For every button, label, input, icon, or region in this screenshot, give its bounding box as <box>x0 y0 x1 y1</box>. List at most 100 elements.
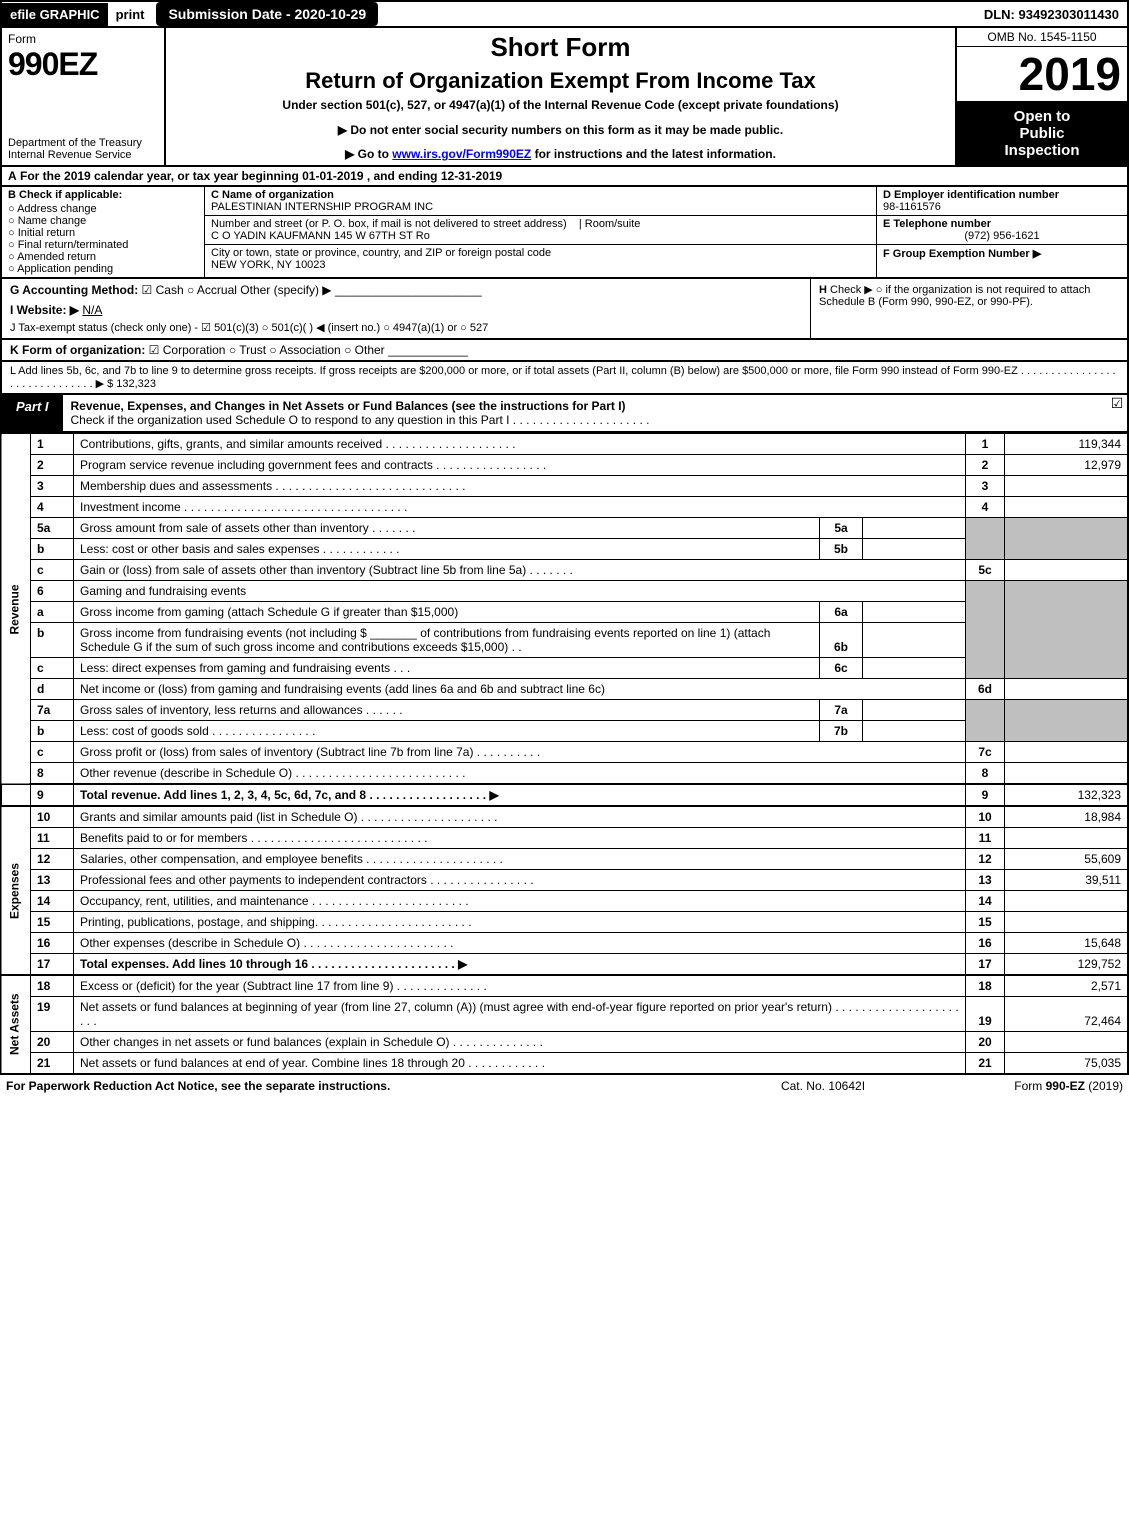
ln14-num: 14 <box>31 891 74 912</box>
ln16-num: 16 <box>31 933 74 954</box>
ln5b-num: b <box>31 539 74 560</box>
ln6c-iamt <box>863 658 966 679</box>
irs-link[interactable]: www.irs.gov/Form990EZ <box>392 147 531 161</box>
dept-irs: Internal Revenue Service <box>8 149 158 161</box>
ln6a-iln: 6a <box>820 602 863 623</box>
ln2-amt: 12,979 <box>1005 455 1129 476</box>
revenue-sidebar: Revenue <box>1 434 31 785</box>
i-line: I Website: ▶ N/A <box>10 303 802 317</box>
part1-checkbox[interactable]: ☑ <box>1107 395 1127 431</box>
title-short-form: Short Form <box>174 32 947 63</box>
ln7a-desc: Gross sales of inventory, less returns a… <box>74 700 820 721</box>
ln21-amt: 75,035 <box>1005 1053 1129 1075</box>
open-line3: Inspection <box>957 142 1127 159</box>
chk-address-change[interactable]: Address change <box>8 203 198 215</box>
ln6a-desc: Gross income from gaming (attach Schedul… <box>74 602 820 623</box>
entity-section: B Check if applicable: Address change Na… <box>0 187 1129 279</box>
ln10-amt: 18,984 <box>1005 806 1129 828</box>
ln18-amt: 2,571 <box>1005 975 1129 997</box>
chk-accrual[interactable]: Accrual <box>187 283 237 297</box>
ln9-ln: 9 <box>966 784 1005 806</box>
period-text: For the 2019 calendar year, or tax year … <box>20 169 502 183</box>
print-label[interactable]: print <box>108 3 153 26</box>
ln5ab-grey-ln <box>966 518 1005 560</box>
ln7c-desc: Gross profit or (loss) from sales of inv… <box>74 742 966 763</box>
header-left: Form 990EZ Department of the Treasury In… <box>2 28 166 165</box>
ln18-ln: 18 <box>966 975 1005 997</box>
ln21-ln: 21 <box>966 1053 1005 1075</box>
ln10-desc: Grants and similar amounts paid (list in… <box>74 806 966 828</box>
ln3-num: 3 <box>31 476 74 497</box>
section-b: B Check if applicable: Address change Na… <box>2 187 205 277</box>
phone-value: (972) 956-1621 <box>883 230 1121 242</box>
ln1-desc: Contributions, gifts, grants, and simila… <box>74 434 966 455</box>
ln5b-iln: 5b <box>820 539 863 560</box>
chk-other[interactable]: Other <box>344 343 385 357</box>
ln13-ln: 13 <box>966 870 1005 891</box>
d-row: D Employer identification number 98-1161… <box>877 187 1127 215</box>
ln5ab-grey-amt <box>1005 518 1129 560</box>
open-to-public: Open to Public Inspection <box>957 102 1127 165</box>
chk-cash[interactable]: Cash <box>142 283 184 297</box>
form-ref: Form 990-EZ (2019) <box>923 1079 1123 1093</box>
ln2-num: 2 <box>31 455 74 476</box>
ln16-ln: 16 <box>966 933 1005 954</box>
ln15-ln: 15 <box>966 912 1005 933</box>
ln1-num: 1 <box>31 434 74 455</box>
ln8-ln: 8 <box>966 763 1005 785</box>
ln7b-iln: 7b <box>820 721 863 742</box>
ln2-ln: 2 <box>966 455 1005 476</box>
open-line2: Public <box>957 125 1127 142</box>
ln6b-iln: 6b <box>820 623 863 658</box>
submission-date: Submission Date - 2020-10-29 <box>156 2 378 26</box>
ln6d-desc: Net income or (loss) from gaming and fun… <box>74 679 966 700</box>
ghij-section: G Accounting Method: Cash Accrual Other … <box>0 279 1129 340</box>
ln11-desc: Benefits paid to or for members . . . . … <box>74 828 966 849</box>
label-a: A <box>8 169 17 183</box>
ln6b-iamt <box>863 623 966 658</box>
part1-subtitle: Check if the organization used Schedule … <box>71 413 650 427</box>
open-line1: Open to <box>957 108 1127 125</box>
g-line: G Accounting Method: Cash Accrual Other … <box>10 283 802 297</box>
ln21-desc: Net assets or fund balances at end of ye… <box>74 1053 966 1075</box>
ln6-grey-amt <box>1005 581 1129 679</box>
org-name: PALESTINIAN INTERNSHIP PROGRAM INC <box>211 201 433 213</box>
ln17-num: 17 <box>31 954 74 976</box>
c-city-row: City or town, state or province, country… <box>205 245 876 273</box>
part1-header: Part I Revenue, Expenses, and Changes in… <box>0 395 1129 433</box>
ln19-desc: Net assets or fund balances at beginning… <box>74 997 966 1032</box>
ln4-amt <box>1005 497 1129 518</box>
goto-prefix: ▶ Go to <box>345 147 392 161</box>
ln12-desc: Salaries, other compensation, and employ… <box>74 849 966 870</box>
section-d-e-f: D Employer identification number 98-1161… <box>876 187 1127 277</box>
c-addr-row: Number and street (or P. O. box, if mail… <box>205 216 876 245</box>
part1-title-wrap: Revenue, Expenses, and Changes in Net As… <box>63 395 1107 431</box>
chk-association[interactable]: Association <box>269 343 340 357</box>
chk-final-return[interactable]: Final return/terminated <box>8 239 198 251</box>
ln20-num: 20 <box>31 1032 74 1053</box>
j-line: J Tax-exempt status (check only one) - ☑… <box>10 321 802 334</box>
chk-initial-return[interactable]: Initial return <box>8 227 198 239</box>
ln7ab-grey-ln <box>966 700 1005 742</box>
ln9-num: 9 <box>31 784 74 806</box>
ln15-amt <box>1005 912 1129 933</box>
g-i-j-left: G Accounting Method: Cash Accrual Other … <box>2 279 810 338</box>
chk-application-pending[interactable]: Application pending <box>8 263 198 275</box>
ln7b-iamt <box>863 721 966 742</box>
f-row: F Group Exemption Number ▶ <box>877 244 1127 262</box>
chk-corporation[interactable]: Corporation <box>149 343 226 357</box>
d-label: D Employer identification number <box>883 189 1059 201</box>
chk-amended-return[interactable]: Amended return <box>8 251 198 263</box>
ln10-num: 10 <box>31 806 74 828</box>
ln7b-desc: Less: cost of goods sold . . . . . . . .… <box>74 721 820 742</box>
ln11-num: 11 <box>31 828 74 849</box>
chk-name-change[interactable]: Name change <box>8 215 198 227</box>
ln5c-num: c <box>31 560 74 581</box>
ln12-ln: 12 <box>966 849 1005 870</box>
ln20-ln: 20 <box>966 1032 1005 1053</box>
netassets-sidebar: Net Assets <box>1 975 31 1074</box>
ln8-desc: Other revenue (describe in Schedule O) .… <box>74 763 966 785</box>
chk-trust[interactable]: Trust <box>229 343 266 357</box>
ln7c-amt <box>1005 742 1129 763</box>
ln6a-num: a <box>31 602 74 623</box>
